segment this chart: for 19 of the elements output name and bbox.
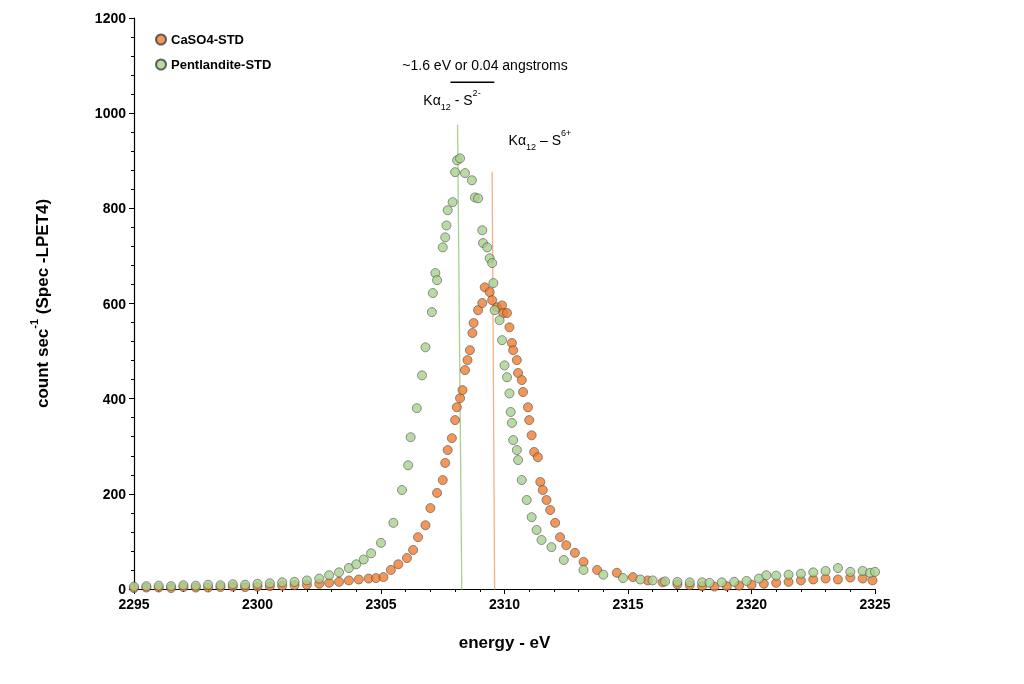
x-axis-title: energy - eV	[458, 633, 551, 653]
y-tick-label: 800	[102, 200, 127, 217]
x-tick-label: 2320	[735, 596, 768, 612]
x-tick-label: 2300	[241, 596, 274, 612]
x-tick-label: 2295	[118, 596, 150, 612]
legend-label: CaSO4-STD	[171, 32, 244, 47]
legend-label: Pentlandite-STD	[171, 57, 272, 72]
y-tick-label: 400	[102, 390, 127, 407]
x-tick-label: 2305	[365, 596, 397, 612]
y-tick-label: 200	[102, 485, 127, 502]
x-tick-label: 2315	[612, 596, 644, 612]
annotation: ~1.6 eV or 0.04 angstroms	[402, 57, 568, 73]
y-tick-label: 600	[102, 295, 127, 312]
y-tick-label: 1000	[94, 105, 127, 122]
x-tick-label: 2310	[488, 596, 521, 612]
y-tick-label: 0	[118, 581, 127, 597]
x-tick-label: 2325	[859, 596, 891, 612]
y-axis-title: count sec-1 (Spec -LPET4)	[28, 198, 52, 409]
y-tick-label: 1200	[94, 10, 127, 26]
